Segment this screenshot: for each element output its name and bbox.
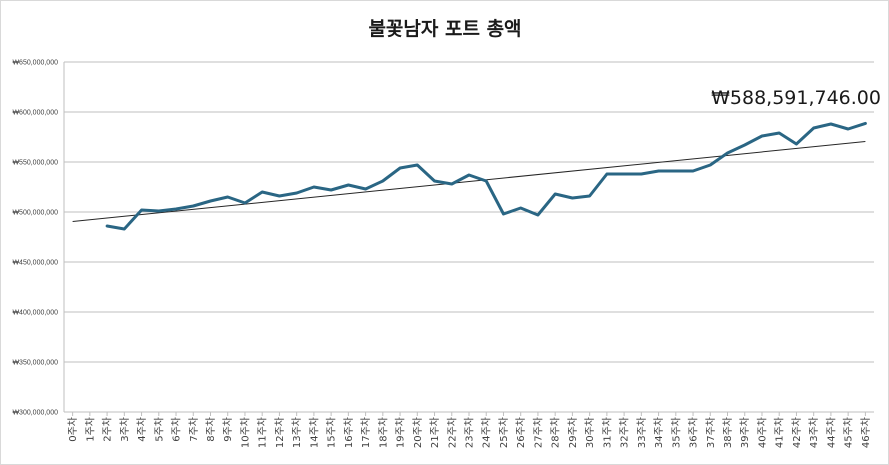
x-tick-label: 41주차 [774,417,786,448]
x-tick-label: 17주차 [360,417,372,448]
x-tick-label: 39주차 [739,417,751,448]
x-tick-label: 5주차 [153,417,165,442]
gridlines [63,61,874,413]
x-tick-label: 34주차 [653,417,665,448]
x-tick-label: 10주차 [239,417,251,448]
x-tick-label: 33주차 [636,417,648,448]
last-value-annotation: ₩588,591,746.00 [711,87,881,109]
x-tick-label: 9주차 [222,417,234,442]
chart-title: 불꽃남자 포트 총액 [368,18,521,40]
portfolio-total-line [105,121,867,231]
x-tick-label: 6주차 [171,417,183,442]
x-tick-label: 32주차 [619,417,631,448]
x-tick-label: 14주차 [308,417,320,448]
x-tick-label: 36주차 [688,417,700,448]
x-tick-label: 38주차 [722,417,734,448]
x-tick-label: 28주차 [550,417,562,448]
x-tick-label: 43주차 [808,417,820,448]
x-tick-label: 29주차 [567,417,579,448]
y-tick-label: ₩450,000,000 [12,260,58,267]
y-tick-label: ₩550,000,000 [12,160,58,167]
x-tick-label: 3주차 [119,417,131,442]
x-tick-label: 27주차 [532,417,544,448]
x-tick-label: 21주차 [429,417,441,448]
y-tick-label: ₩300,000,000 [12,410,58,417]
x-tick-label: 8주차 [205,417,217,442]
x-tick-label: 24주차 [481,417,493,448]
x-tick-label: 13주차 [291,417,303,448]
x-tick-label: 12주차 [274,417,286,448]
series-layer [105,121,867,231]
x-tick-label: 37주차 [705,417,717,448]
x-tick-label: 30주차 [584,417,596,448]
x-tick-label: 23주차 [464,417,476,448]
x-tick-label: 25주차 [498,417,510,448]
trendline-layer [72,141,866,222]
x-tick-label: 11주차 [257,417,269,448]
x-tick-label: 4주차 [136,417,148,442]
y-tick-label: ₩500,000,000 [12,210,58,217]
x-tick-label: 15주차 [326,417,338,448]
y-tick-label: ₩350,000,000 [12,360,58,367]
x-axis-tick-labels: 0주차 1주차 2주차 3주차 4주차 5주차 6주차 7주차 8주차 9주차 10주차 11주차 12… [67,412,872,448]
x-tick-label: 20주차 [412,417,424,448]
x-tick-label: 40주차 [756,417,768,448]
y-tick-label: ₩650,000,000 [12,60,58,67]
x-tick-label: 16주차 [343,417,355,448]
y-tick-label: ₩400,000,000 [12,310,58,317]
x-tick-label: 22주차 [446,417,458,448]
x-tick-label: 31주차 [601,417,613,448]
x-tick-label: 2주차 [102,417,114,442]
x-tick-label: 7주차 [188,417,200,442]
x-tick-label: 19주차 [395,417,407,448]
x-tick-label: 18주차 [377,417,389,448]
x-tick-label: 46주차 [860,417,872,448]
y-tick-label: ₩600,000,000 [12,110,58,117]
x-tick-label: 26주차 [515,417,527,448]
x-tick-label: 45주차 [843,417,855,448]
x-tick-label: 35주차 [670,417,682,448]
x-tick-label: 1주차 [84,417,96,442]
linear-trendline [72,141,866,222]
x-tick-label: 42주차 [791,417,803,448]
x-tick-label: 0주차 [67,417,79,442]
x-tick-label: 44주차 [825,417,837,448]
y-axis-tick-labels: ₩300,000,000 ₩350,000,000 ₩400,000,000 ₩450… [12,60,58,417]
